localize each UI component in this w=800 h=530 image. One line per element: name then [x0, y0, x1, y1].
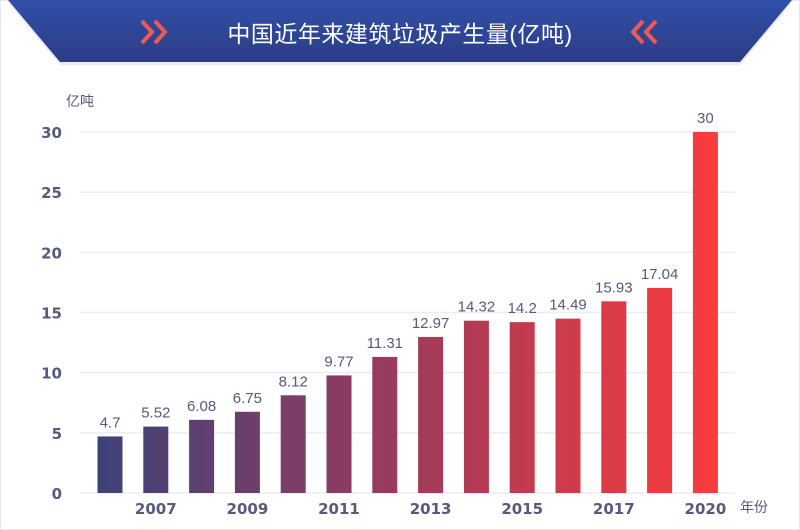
y-tick-label: 10	[41, 365, 62, 383]
y-tick-label: 25	[41, 184, 62, 202]
data-label: 17.04	[641, 266, 679, 283]
data-label: 8.12	[279, 373, 308, 390]
x-tick-label: 2017	[593, 500, 635, 518]
x-tick-label: 2007	[135, 500, 177, 518]
bar-2016	[555, 318, 581, 493]
bar-2014	[463, 320, 489, 493]
data-label: 11.31	[367, 335, 403, 352]
x-tick-label: 2009	[227, 500, 269, 518]
data-label: 12.97	[412, 315, 450, 332]
y-tick-label: 30	[41, 124, 62, 142]
bar-2010	[280, 395, 306, 493]
bar-2018	[647, 287, 673, 493]
x-axis-label: 年份	[740, 499, 768, 515]
y-tick-label: 15	[41, 305, 62, 323]
data-label: 14.32	[458, 299, 496, 316]
data-label: 30	[697, 110, 714, 127]
bar-2012	[372, 356, 398, 493]
y-tick-label: 0	[52, 485, 62, 503]
bar-2009	[234, 411, 260, 493]
bar-2007	[143, 426, 169, 493]
data-label: 9.77	[324, 353, 353, 370]
y-tick-label: 5	[52, 425, 62, 443]
bar-2013	[418, 336, 444, 493]
chart-title: 中国近年来建筑垃圾产生量(亿吨)	[227, 21, 573, 47]
data-label: 4.7	[100, 414, 121, 431]
data-label: 6.75	[233, 390, 262, 407]
bar-2006	[97, 436, 123, 493]
y-tick-label: 20	[41, 244, 62, 262]
x-tick-label: 2020	[685, 500, 727, 518]
bar-2017	[601, 301, 627, 493]
data-label: 5.52	[141, 405, 170, 422]
x-tick-label: 2011	[318, 500, 360, 518]
data-label: 15.93	[595, 279, 633, 296]
x-tick-label: 2013	[410, 500, 452, 518]
bar-2015	[509, 322, 535, 493]
chevron-left-icon	[630, 19, 658, 45]
data-label: 6.08	[187, 398, 216, 415]
title-banner	[8, 0, 792, 65]
bar-2020	[692, 132, 718, 493]
data-label: 14.49	[549, 297, 587, 314]
data-label: 14.2	[508, 300, 537, 317]
y-axis-label: 亿吨	[66, 93, 94, 109]
bar-2011	[326, 375, 352, 493]
chevron-right-icon	[140, 19, 168, 45]
bar-2008	[189, 419, 215, 493]
x-tick-label: 2015	[501, 500, 543, 518]
